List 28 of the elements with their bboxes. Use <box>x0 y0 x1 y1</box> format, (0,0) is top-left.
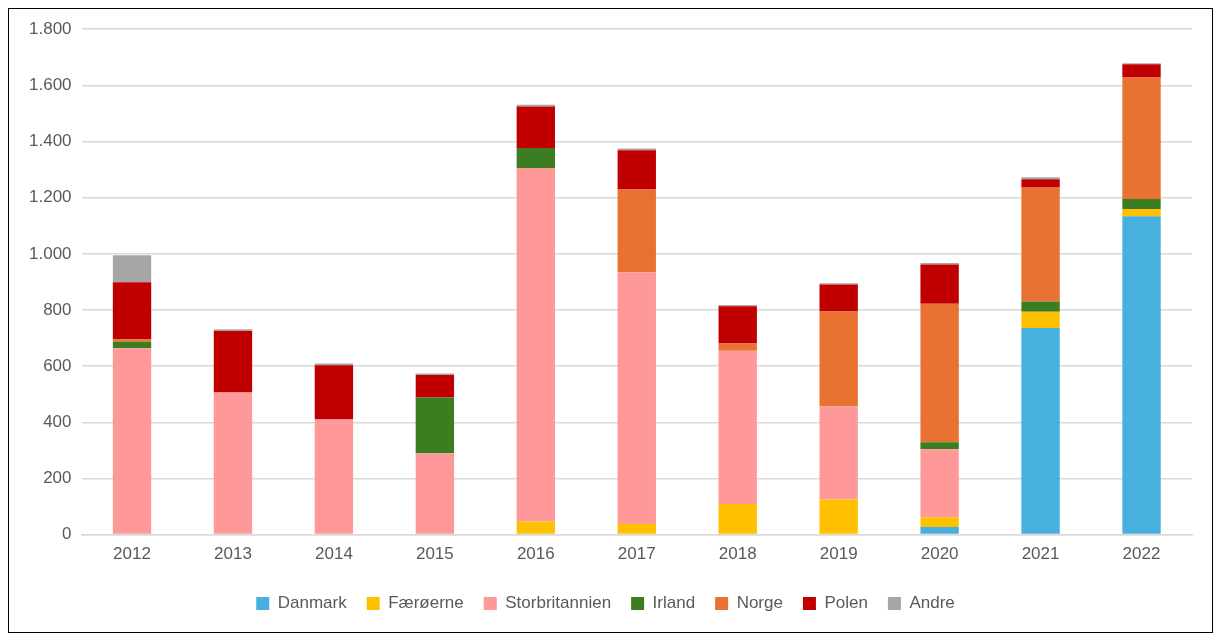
x-tick-label: 2015 <box>415 544 454 564</box>
x-tick-label: 2014 <box>315 544 353 564</box>
x-tick-label: 2012 <box>113 544 151 564</box>
x-tick-label: 2016 <box>516 544 555 564</box>
legend-label: Polen <box>824 593 868 613</box>
x-tick-label: 2017 <box>617 544 656 564</box>
legend-label: Irland <box>652 593 696 613</box>
y-tick-label: 1.000 <box>28 243 72 263</box>
x-tick-label: 2021 <box>1021 544 1060 564</box>
y-tick-label: 200 <box>43 468 72 488</box>
legend-label: Andre <box>909 593 955 613</box>
x-tick-label: 2020 <box>920 544 959 564</box>
y-tick-label: 1.400 <box>28 131 72 151</box>
y-tick-label: 600 <box>43 355 72 375</box>
y-tick-label: 1.200 <box>28 187 72 207</box>
y-tick-label: 800 <box>43 299 72 319</box>
legend-label: Storbritannien <box>505 593 612 613</box>
y-tick-label: 0 <box>62 524 72 544</box>
y-tick-label: 1.800 <box>28 18 72 38</box>
legend-label: Danmark <box>277 593 348 613</box>
legend-label: Færøerne <box>388 593 464 613</box>
y-tick-label: 400 <box>43 411 72 431</box>
y-tick-label: 1.600 <box>28 75 72 95</box>
x-tick-label: 2013 <box>214 544 252 564</box>
x-tick-label: 2019 <box>819 544 858 564</box>
legend-label: Norge <box>736 593 783 613</box>
x-tick-label: 2018 <box>718 544 757 564</box>
x-tick-label: 2022 <box>1122 544 1161 564</box>
